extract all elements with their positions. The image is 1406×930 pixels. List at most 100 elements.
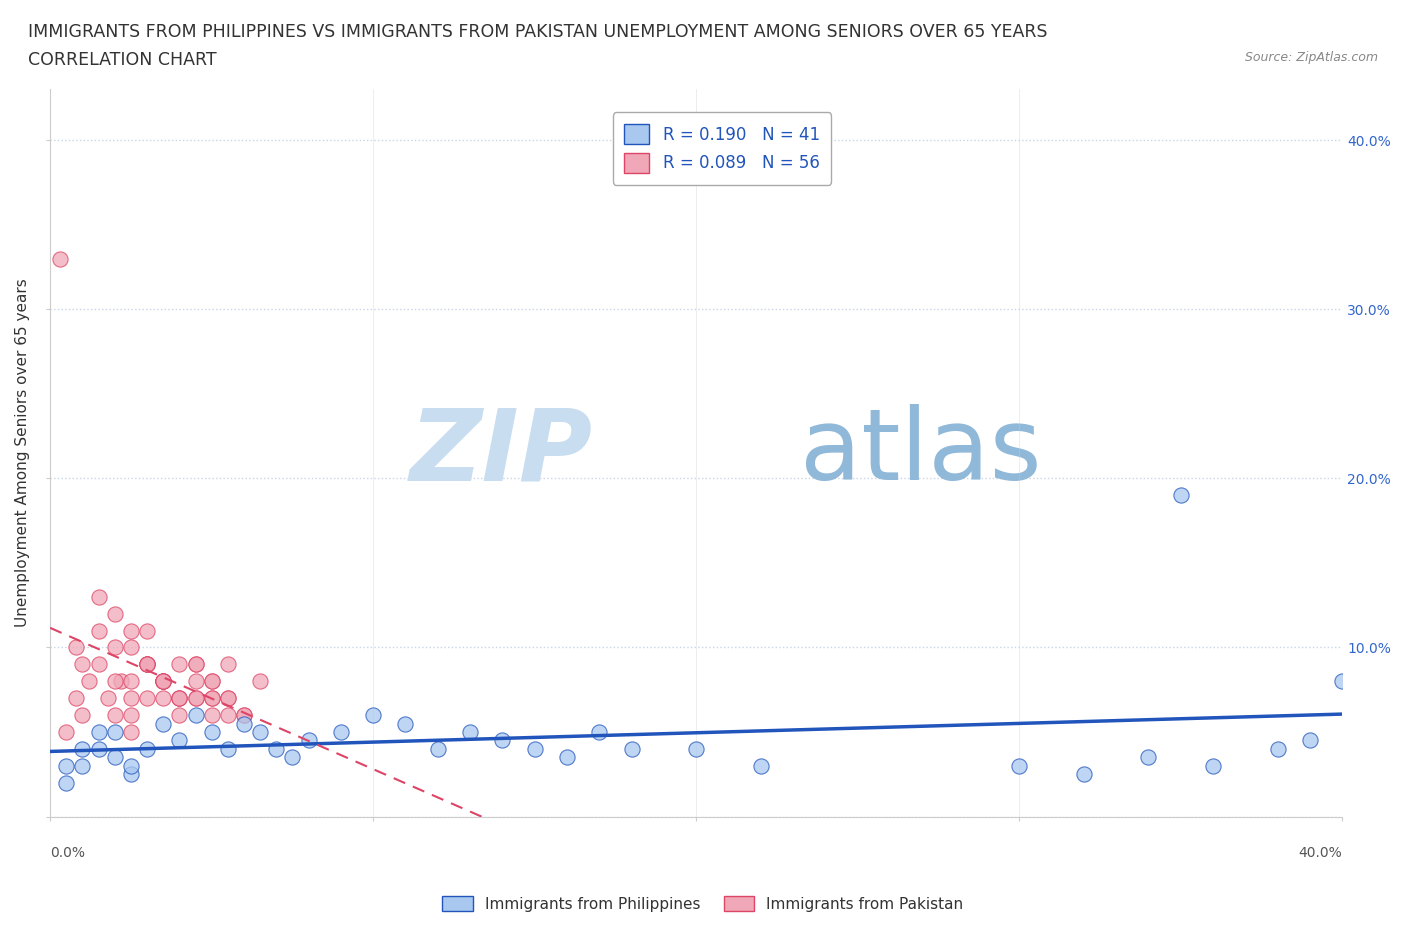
Point [120, 758, 142, 773]
Point [120, 691, 142, 706]
Point [120, 640, 142, 655]
Point [329, 724, 352, 739]
Point [458, 724, 481, 739]
Point [72, 758, 94, 773]
Point [120, 767, 142, 782]
Point [72, 741, 94, 756]
Point [87, 741, 110, 756]
Point [55, 724, 77, 739]
Point [87, 590, 110, 604]
Point [184, 691, 207, 706]
Text: atlas: atlas [800, 405, 1042, 501]
Point [152, 674, 174, 689]
Point [87, 657, 110, 671]
Point [55, 758, 77, 773]
Point [104, 708, 127, 723]
Point [249, 674, 271, 689]
Point [72, 708, 94, 723]
Point [1073, 767, 1095, 782]
Point [104, 750, 127, 764]
Point [217, 691, 239, 706]
Point [201, 674, 224, 689]
Text: CORRELATION CHART: CORRELATION CHART [28, 51, 217, 69]
Point [104, 674, 127, 689]
Y-axis label: Unemployment Among Seniors over 65 years: Unemployment Among Seniors over 65 years [15, 279, 30, 628]
Point [104, 724, 127, 739]
Point [169, 691, 191, 706]
Point [1137, 750, 1160, 764]
Legend: R = 0.190   N = 41, R = 0.089   N = 56: R = 0.190 N = 41, R = 0.089 N = 56 [613, 113, 831, 185]
Point [87, 724, 110, 739]
Point [120, 708, 142, 723]
Point [120, 674, 142, 689]
Point [201, 691, 224, 706]
Point [72, 657, 94, 671]
Point [555, 750, 578, 764]
Point [152, 674, 174, 689]
Point [152, 691, 174, 706]
Point [49, 251, 72, 266]
Point [249, 724, 271, 739]
Point [152, 674, 174, 689]
Point [136, 657, 159, 671]
Point [1331, 674, 1354, 689]
Point [217, 708, 239, 723]
Point [136, 657, 159, 671]
Point [77, 674, 100, 689]
Point [169, 691, 191, 706]
Point [620, 741, 643, 756]
Point [152, 674, 174, 689]
Point [264, 741, 287, 756]
Point [1170, 488, 1192, 503]
Point [1008, 758, 1031, 773]
Point [201, 691, 224, 706]
Point [136, 741, 159, 756]
Point [749, 758, 772, 773]
Point [110, 674, 132, 689]
Point [152, 716, 174, 731]
Point [87, 623, 110, 638]
Point [588, 724, 610, 739]
Text: 0.0%: 0.0% [51, 845, 86, 859]
Point [217, 691, 239, 706]
Point [233, 708, 256, 723]
Point [65, 691, 87, 706]
Point [491, 733, 513, 748]
Point [136, 657, 159, 671]
Point [1267, 741, 1289, 756]
Point [120, 623, 142, 638]
Point [97, 691, 120, 706]
Point [184, 657, 207, 671]
Text: ZIP: ZIP [409, 405, 593, 501]
Point [104, 640, 127, 655]
Point [1202, 758, 1225, 773]
Point [169, 691, 191, 706]
Point [297, 733, 319, 748]
Point [184, 691, 207, 706]
Point [184, 708, 207, 723]
Point [169, 733, 191, 748]
Text: IMMIGRANTS FROM PHILIPPINES VS IMMIGRANTS FROM PAKISTAN UNEMPLOYMENT AMONG SENIO: IMMIGRANTS FROM PHILIPPINES VS IMMIGRANT… [28, 23, 1047, 41]
Point [184, 657, 207, 671]
Point [233, 708, 256, 723]
Point [281, 750, 304, 764]
Point [361, 708, 384, 723]
Point [523, 741, 546, 756]
Point [55, 776, 77, 790]
Point [104, 606, 127, 621]
Point [394, 716, 416, 731]
Point [201, 724, 224, 739]
Point [120, 724, 142, 739]
Point [169, 657, 191, 671]
Point [65, 640, 87, 655]
Point [136, 623, 159, 638]
Point [136, 657, 159, 671]
Point [169, 708, 191, 723]
Text: Source: ZipAtlas.com: Source: ZipAtlas.com [1244, 51, 1378, 64]
Point [136, 691, 159, 706]
Text: 40.0%: 40.0% [1299, 845, 1343, 859]
Point [152, 674, 174, 689]
Point [217, 741, 239, 756]
Point [217, 657, 239, 671]
Point [201, 708, 224, 723]
